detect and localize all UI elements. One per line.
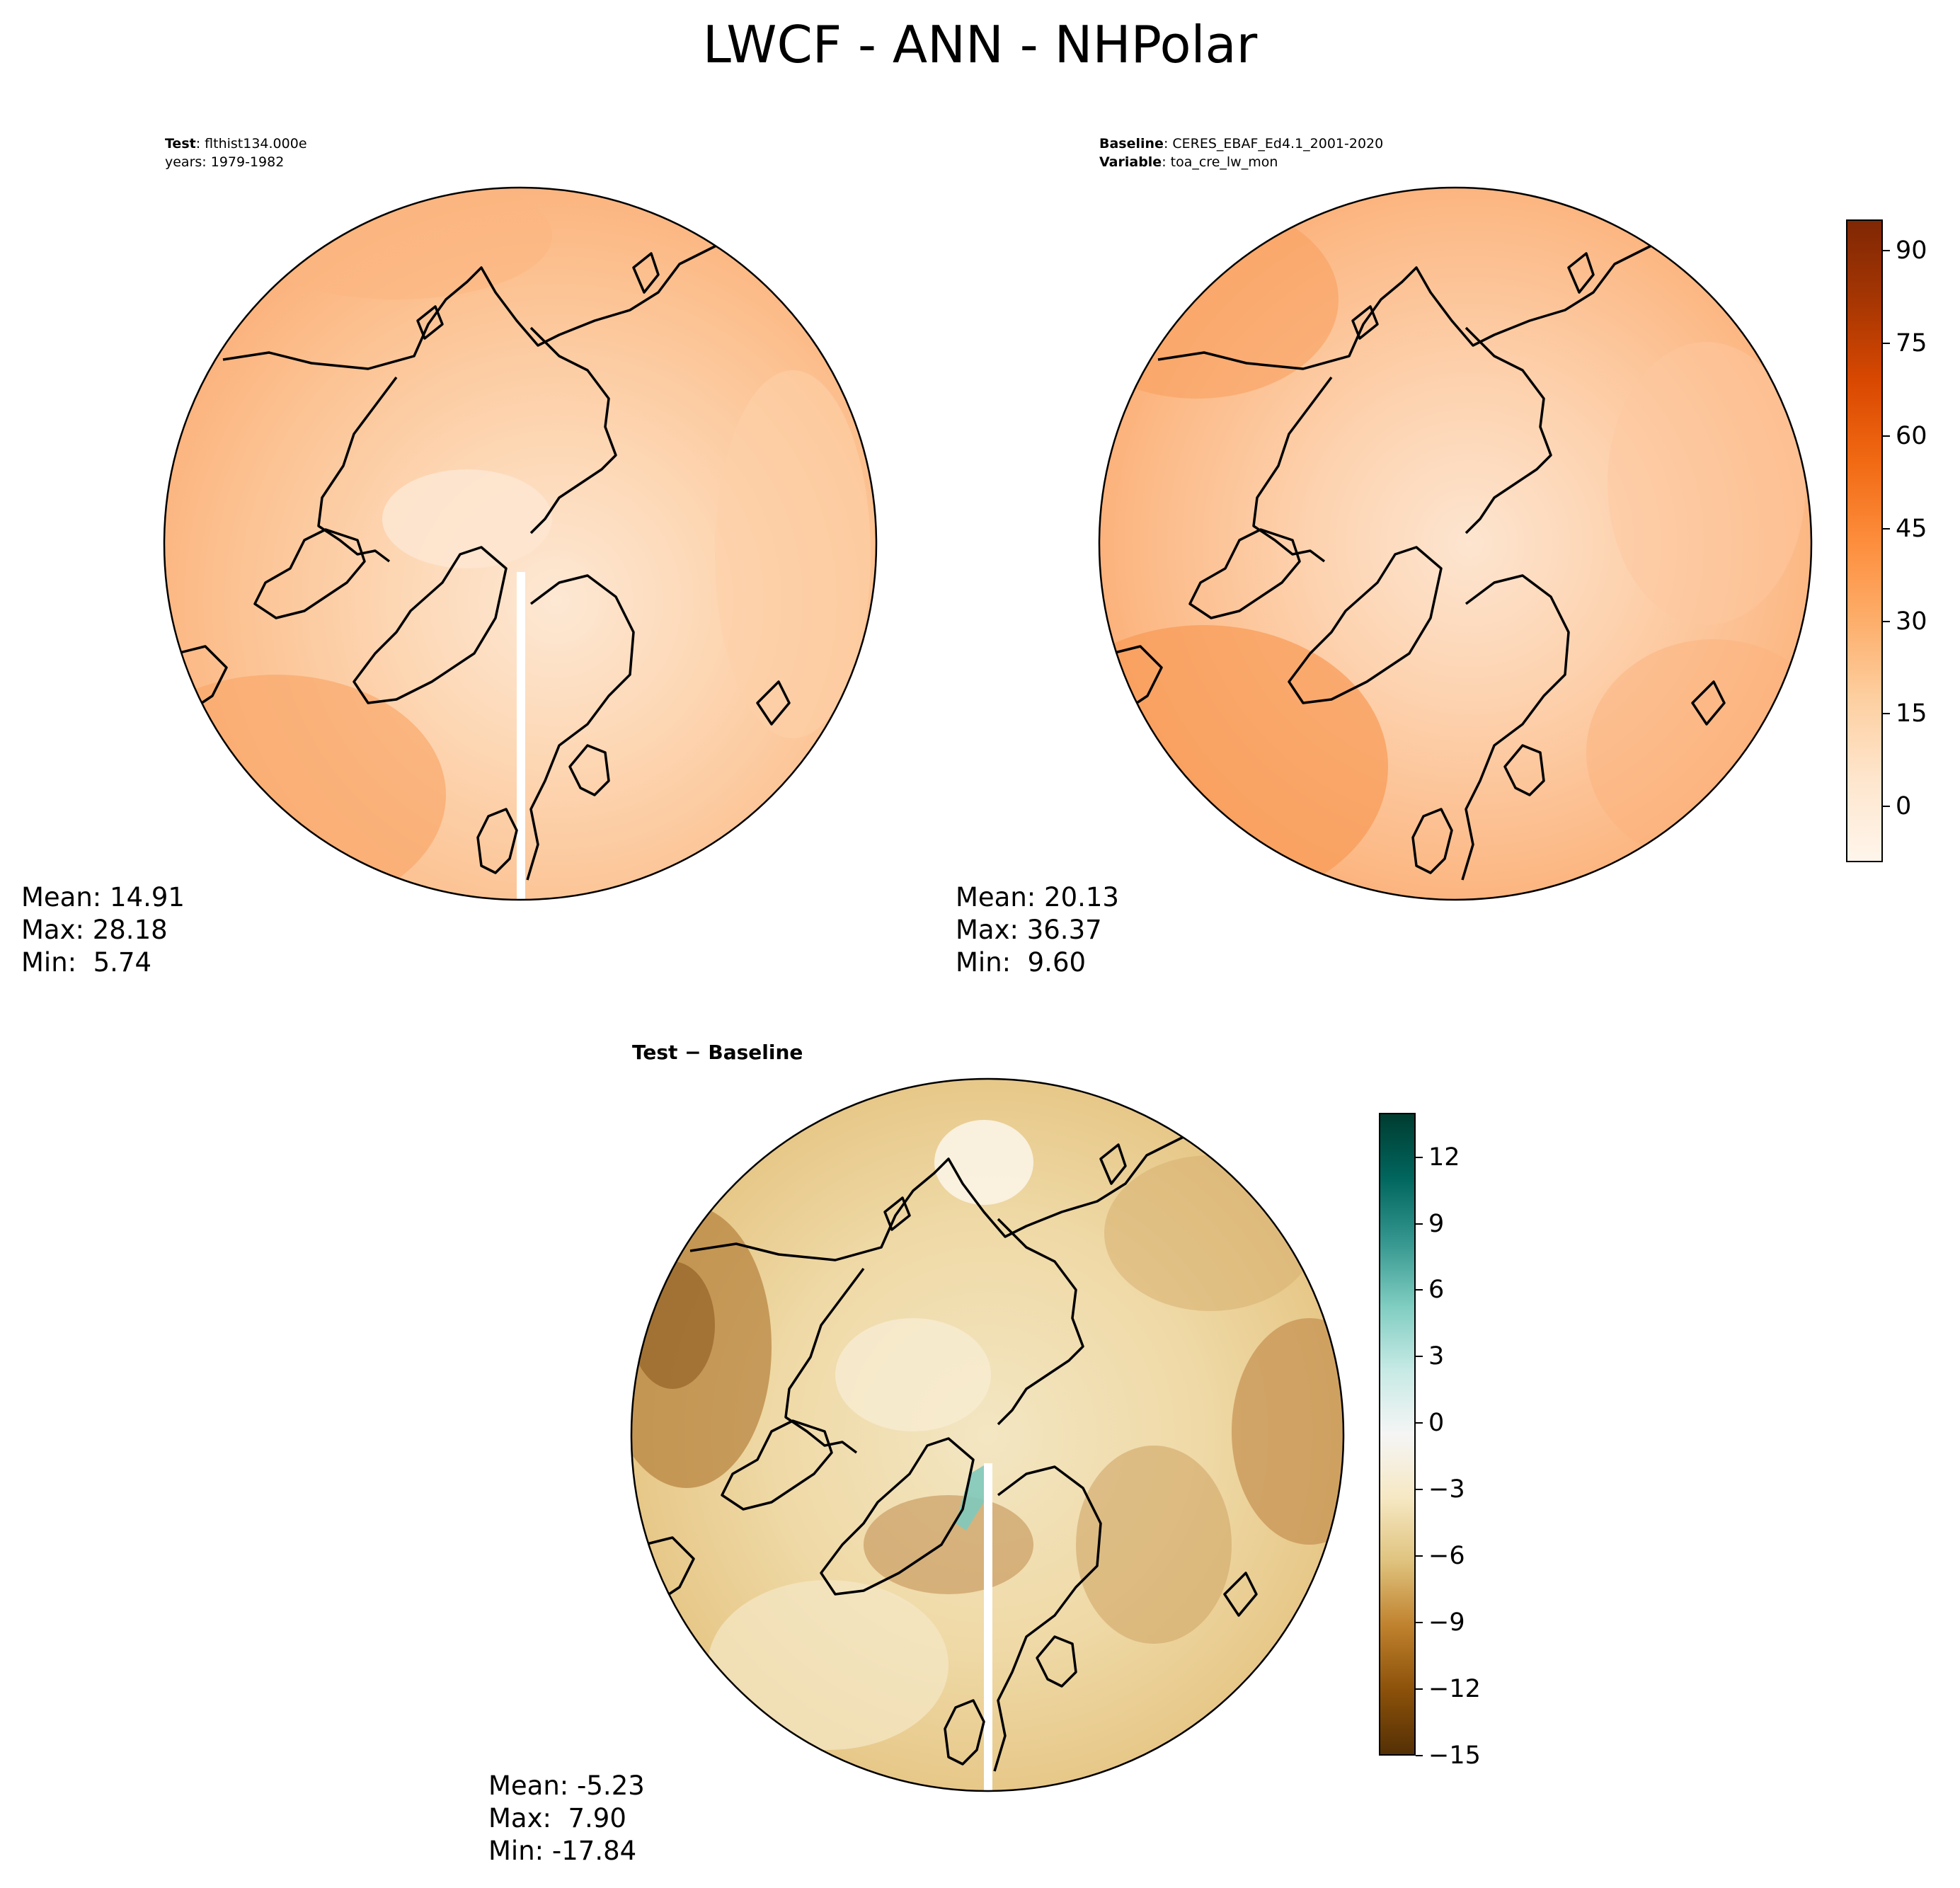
diff-colorbar-tick-mark bbox=[1416, 1489, 1423, 1491]
diff-colorbar-tick-mark bbox=[1416, 1755, 1423, 1756]
main-colorbar-tick-mark bbox=[1883, 527, 1890, 530]
baseline-dataset-name: : CERES_EBAF_Ed4.1_2001-2020 bbox=[1163, 136, 1384, 151]
diff-colorbar-tick-mark bbox=[1416, 1622, 1423, 1624]
diff-colorbar-tick-mark bbox=[1416, 1555, 1423, 1557]
main-colorbar-gradient bbox=[1846, 219, 1883, 862]
diff-colorbar-tick-label: −3 bbox=[1428, 1475, 1465, 1504]
main-colorbar-tick-label: 30 bbox=[1896, 607, 1927, 636]
difference-min: Min: -17.84 bbox=[488, 1836, 637, 1866]
test-map bbox=[163, 186, 878, 901]
baseline-header: Baseline: CERES_EBAF_Ed4.1_2001-2020 Var… bbox=[1099, 135, 1383, 171]
diff-colorbar-tick-mark bbox=[1416, 1156, 1423, 1158]
test-stats: Mean: 14.91 Max: 28.18 Min: 5.74 bbox=[21, 881, 185, 979]
diff-colorbar-tick-label: −15 bbox=[1428, 1741, 1481, 1770]
main-colorbar-tick-mark bbox=[1883, 620, 1890, 622]
diff-colorbar-tick-label: 3 bbox=[1428, 1342, 1445, 1371]
diff-colorbar-tick-label: 9 bbox=[1428, 1209, 1445, 1238]
main-colorbar-tick-label: 0 bbox=[1896, 792, 1912, 821]
variable-label: Variable bbox=[1099, 154, 1162, 170]
main-colorbar-tick-mark bbox=[1883, 713, 1890, 715]
baseline-min: Min: 9.60 bbox=[956, 947, 1087, 978]
diff-colorbar-tick-mark bbox=[1416, 1356, 1423, 1358]
diff-colorbar-tick-label: −6 bbox=[1428, 1542, 1465, 1571]
variable-name: : toa_cre_lw_mon bbox=[1162, 154, 1278, 170]
test-min: Min: 5.74 bbox=[21, 947, 152, 978]
test-mean: Mean: 14.91 bbox=[21, 882, 185, 912]
baseline-label: Baseline bbox=[1099, 136, 1164, 151]
diff-colorbar-tick-mark bbox=[1416, 1289, 1423, 1291]
baseline-max: Max: 36.37 bbox=[956, 915, 1102, 945]
main-colorbar-tick-mark bbox=[1883, 249, 1890, 251]
main-colorbar-tick-mark bbox=[1883, 342, 1890, 344]
diff-colorbar-gradient bbox=[1379, 1113, 1416, 1756]
baseline-stats: Mean: 20.13 Max: 36.37 Min: 9.60 bbox=[956, 881, 1119, 979]
main-colorbar-tick-label: 75 bbox=[1896, 328, 1927, 357]
diff-colorbar-tick-label: 12 bbox=[1428, 1143, 1460, 1172]
test-max: Max: 28.18 bbox=[21, 915, 168, 945]
diff-colorbar-tick-mark bbox=[1416, 1223, 1423, 1225]
main-colorbar-tick-label: 15 bbox=[1896, 699, 1927, 728]
difference-map bbox=[630, 1077, 1345, 1792]
baseline-mean: Mean: 20.13 bbox=[956, 882, 1119, 912]
test-label: Test bbox=[165, 136, 196, 151]
main-colorbar-tick-mark bbox=[1883, 435, 1890, 437]
test-years: years: 1979-1982 bbox=[165, 154, 285, 170]
main-colorbar-tick-label: 45 bbox=[1896, 514, 1927, 543]
difference-title-sep: − bbox=[677, 1041, 709, 1064]
test-case-name: : flthist134.000e bbox=[195, 136, 307, 151]
main-colorbar-tick-label: 60 bbox=[1896, 421, 1927, 450]
figure-title: LWCF - ANN - NHPolar bbox=[702, 15, 1258, 74]
main-colorbar: 90 75 60 45 30 15 0 bbox=[1846, 219, 1927, 862]
difference-title-test: Test bbox=[632, 1041, 678, 1064]
difference-colorbar: 12 9 6 3 0 −3 −6 −9 −12 −15 bbox=[1379, 1113, 1481, 1770]
test-header: Test: flthist134.000e years: 1979-1982 bbox=[165, 135, 307, 171]
main-colorbar-tick-mark bbox=[1883, 806, 1890, 808]
diff-colorbar-tick-label: −9 bbox=[1428, 1608, 1465, 1637]
difference-stats: Mean: -5.23 Max: 7.90 Min: -17.84 bbox=[488, 1770, 645, 1867]
baseline-map bbox=[1098, 186, 1813, 901]
difference-mean: Mean: -5.23 bbox=[488, 1770, 645, 1801]
diff-colorbar-tick-mark bbox=[1416, 1422, 1423, 1424]
main-colorbar-tick-label: 90 bbox=[1896, 236, 1927, 265]
diff-colorbar-tick-label: −12 bbox=[1428, 1675, 1481, 1704]
difference-title-baseline: Baseline bbox=[708, 1041, 803, 1064]
diff-colorbar-tick-label: 6 bbox=[1428, 1276, 1445, 1305]
difference-max: Max: 7.90 bbox=[488, 1803, 626, 1833]
diff-colorbar-tick-mark bbox=[1416, 1688, 1423, 1690]
diff-colorbar-tick-label: 0 bbox=[1428, 1409, 1445, 1438]
difference-title: Test − Baseline bbox=[632, 1041, 803, 1064]
